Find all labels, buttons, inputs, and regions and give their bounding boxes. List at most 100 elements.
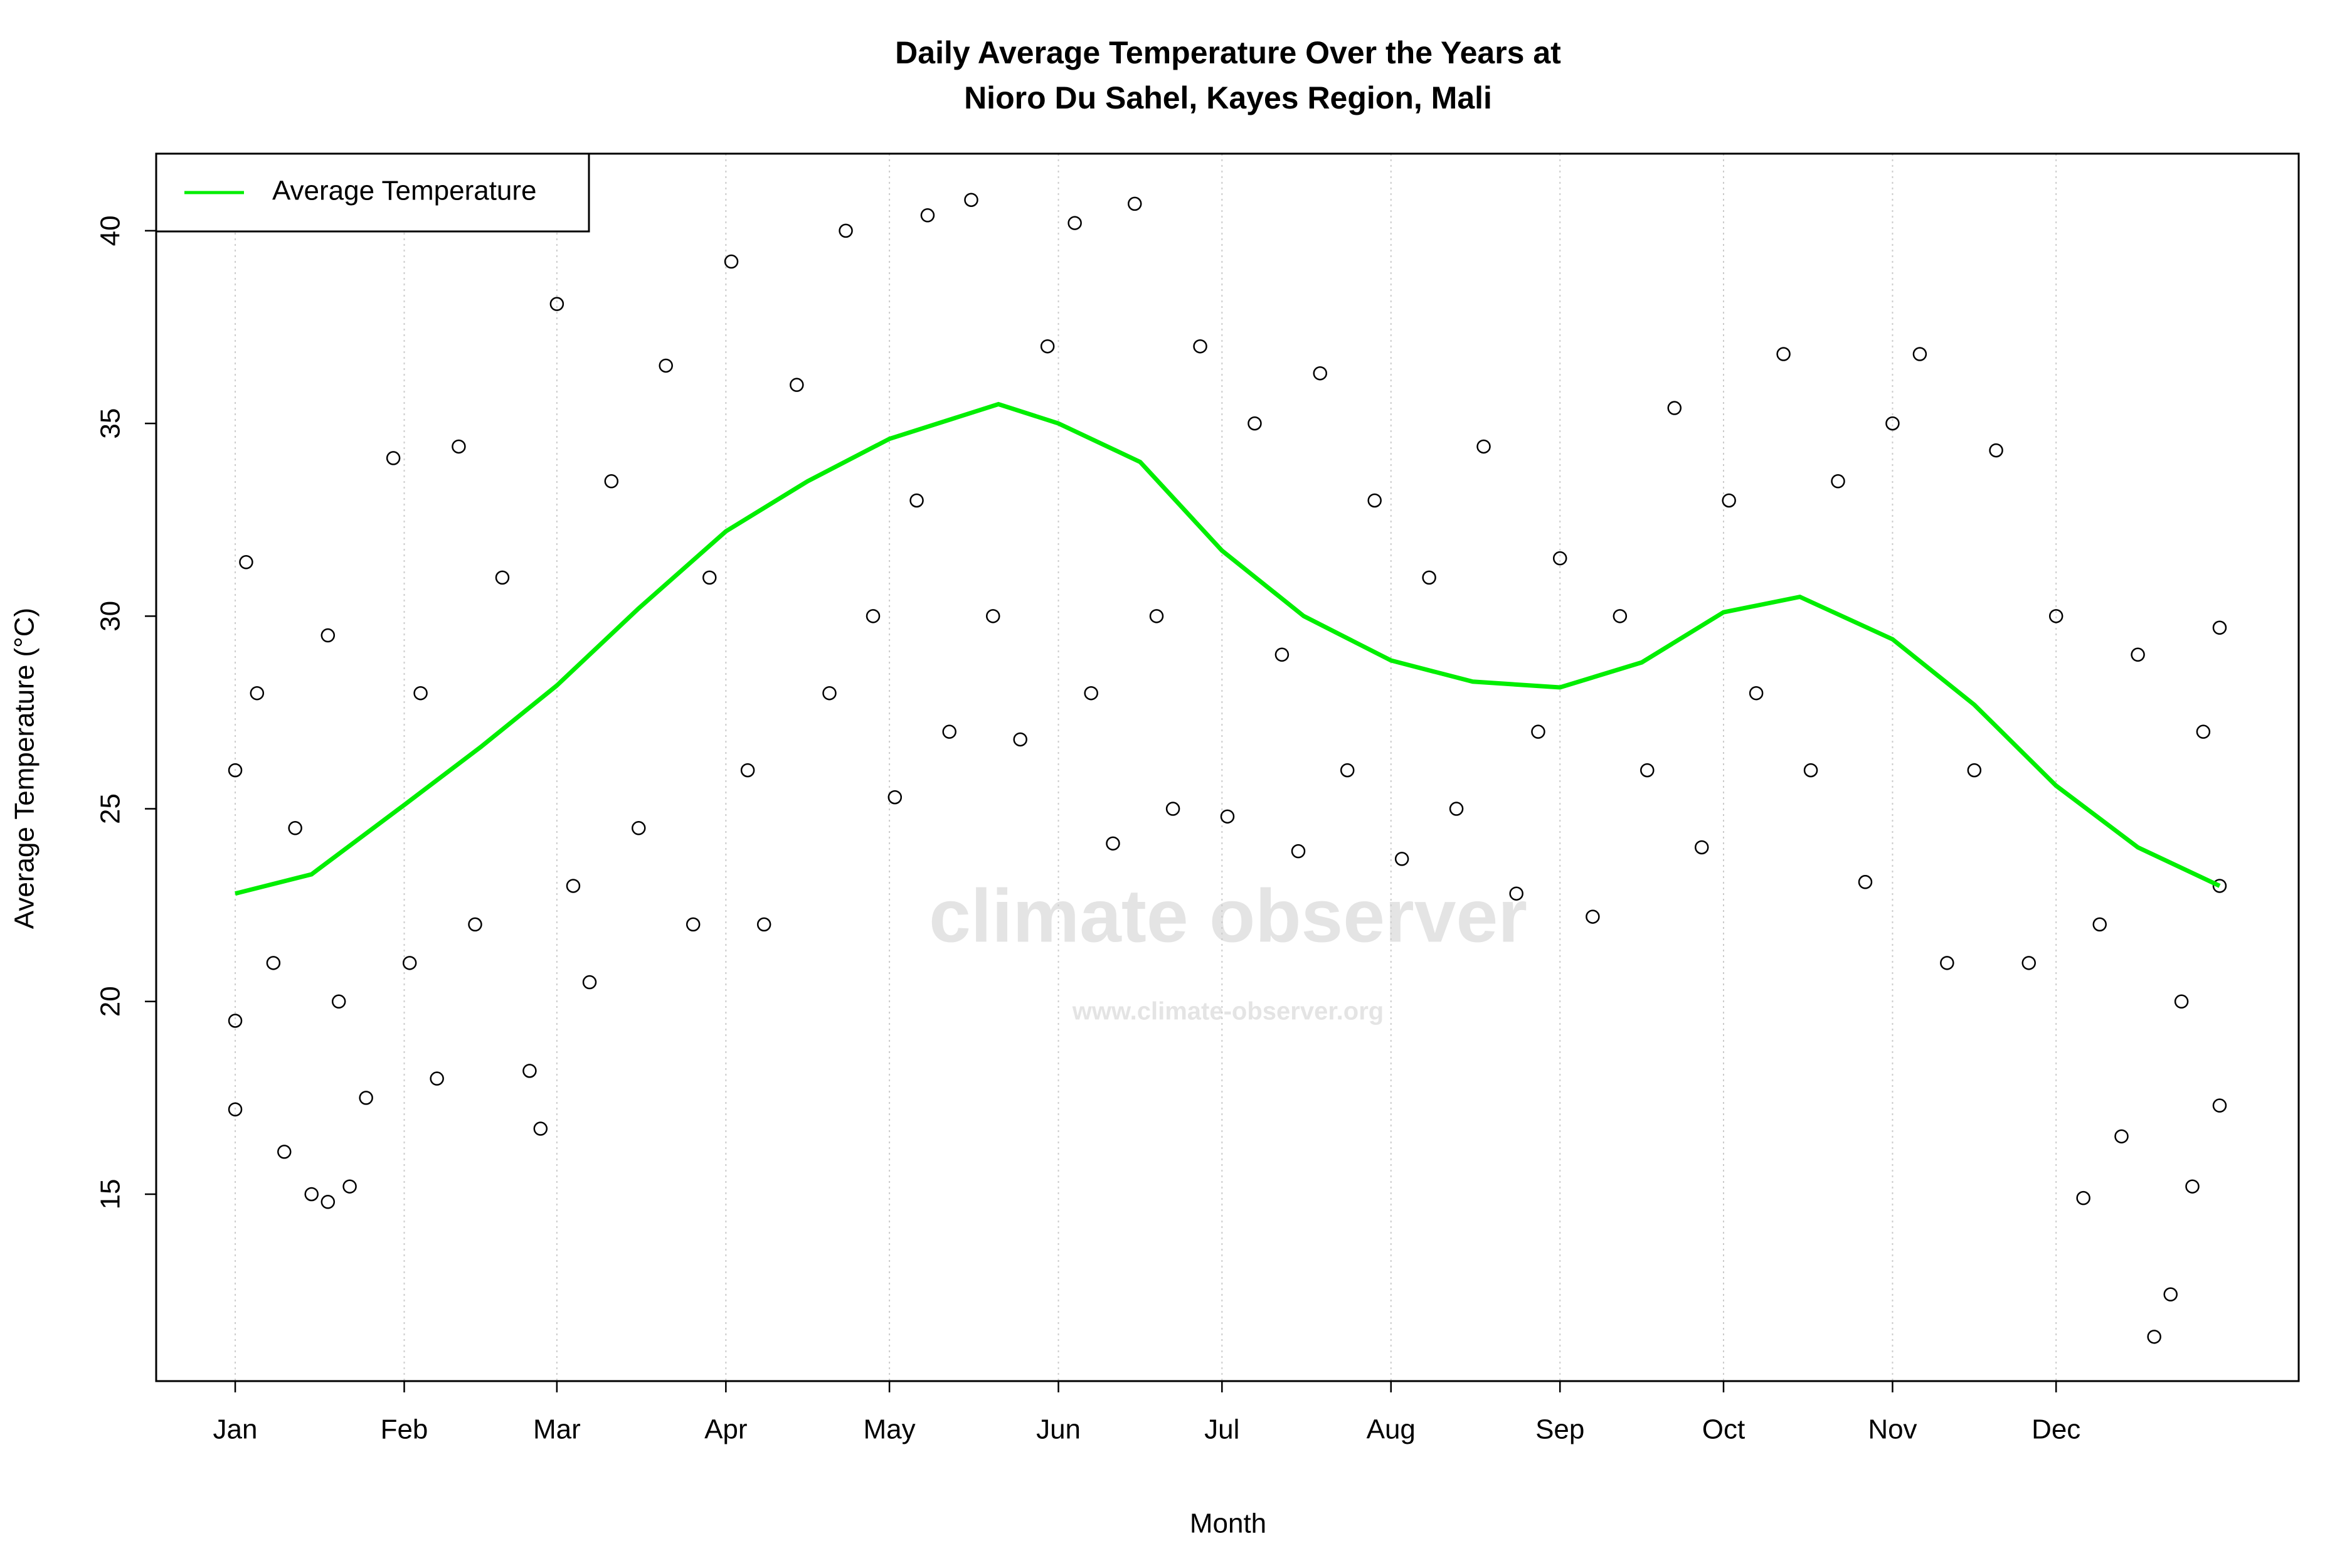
data-point	[1422, 570, 1436, 585]
data-point	[740, 763, 755, 778]
data-point	[533, 1121, 548, 1136]
data-point	[2212, 879, 2227, 893]
data-point	[1476, 439, 1491, 454]
data-point	[1885, 416, 1900, 431]
x-tick-label: Jan	[213, 1414, 258, 1445]
y-tick-label: 35	[95, 408, 126, 439]
data-point	[1531, 724, 1545, 739]
data-point	[2196, 724, 2211, 739]
data-point	[964, 193, 978, 207]
data-point	[549, 297, 564, 311]
data-point	[702, 570, 717, 585]
data-point	[386, 451, 401, 465]
data-point	[1858, 875, 1873, 889]
data-point	[2163, 1287, 2178, 1302]
data-point	[942, 724, 956, 739]
data-point	[228, 1014, 243, 1028]
x-tick-label: Aug	[1367, 1414, 1416, 1445]
data-point	[1940, 956, 1954, 970]
data-point	[1667, 401, 1682, 415]
data-point	[887, 790, 903, 805]
data-point	[2131, 647, 2145, 662]
data-point	[2185, 1179, 2200, 1194]
x-tick-label: Sep	[1535, 1414, 1584, 1445]
data-point	[452, 439, 466, 454]
data-point	[1449, 802, 1464, 816]
data-point	[1989, 443, 2003, 458]
x-tick-label: Apr	[704, 1414, 747, 1445]
data-point	[1127, 196, 1142, 211]
data-point	[1084, 686, 1098, 701]
data-point	[1967, 763, 1982, 778]
chart-title: Nioro Du Sahel, Kayes Region, Mali	[964, 80, 1492, 115]
data-point	[822, 686, 837, 701]
y-tick-label: 25	[95, 793, 126, 824]
data-point	[1340, 763, 1355, 778]
data-point	[342, 1179, 357, 1194]
data-point	[839, 223, 853, 238]
trend-line	[235, 401, 2221, 896]
data-point	[413, 686, 428, 701]
data-point	[582, 975, 597, 990]
data-point	[250, 686, 265, 701]
data-point	[866, 609, 881, 623]
data-point	[1220, 809, 1235, 824]
data-point	[239, 555, 253, 569]
data-point	[1912, 347, 1927, 361]
data-point	[909, 493, 924, 508]
data-point	[2212, 620, 2227, 635]
data-point	[1586, 909, 1600, 924]
data-point	[1165, 802, 1180, 816]
data-point	[2021, 956, 2036, 970]
data-point	[1613, 609, 1628, 623]
x-tick-label: Mar	[533, 1414, 581, 1445]
y-tick-label: 15	[95, 1179, 126, 1210]
data-point	[359, 1091, 373, 1105]
data-point	[756, 917, 771, 932]
data-point	[1291, 844, 1306, 859]
data-point	[1509, 886, 1523, 901]
data-point	[2174, 994, 2189, 1009]
data-point	[1749, 686, 1764, 701]
data-point	[495, 570, 510, 585]
x-tick-label: May	[864, 1414, 916, 1445]
data-point	[1831, 474, 1845, 489]
x-tick-label: Dec	[2032, 1414, 2080, 1445]
data-point	[468, 917, 482, 932]
data-point	[320, 628, 336, 643]
plot-frame	[155, 152, 2300, 1382]
data-point	[331, 994, 346, 1009]
data-point	[304, 1187, 319, 1202]
data-point	[1803, 763, 1818, 778]
data-point	[1367, 493, 1382, 508]
data-point	[686, 917, 701, 932]
data-point	[2147, 1330, 2161, 1344]
data-point	[228, 1102, 243, 1117]
y-axis-label: Average Temperature (°C)	[9, 608, 40, 929]
x-tick-label: Oct	[1702, 1414, 1745, 1445]
data-point	[920, 208, 935, 223]
data-point	[266, 956, 281, 970]
data-point	[659, 358, 673, 373]
x-tick-label: Feb	[381, 1414, 428, 1445]
data-point	[1274, 647, 1290, 662]
data-point	[277, 1145, 292, 1159]
data-point	[1394, 852, 1409, 866]
data-point	[566, 879, 581, 893]
legend-label: Average Temperature	[272, 176, 537, 206]
watermark: climate observer	[929, 874, 1527, 958]
data-point	[1013, 732, 1027, 747]
data-point	[985, 609, 1000, 623]
data-point	[632, 821, 646, 835]
y-tick-label: 20	[95, 986, 126, 1017]
data-point	[402, 956, 417, 970]
x-tick-label: Jun	[1036, 1414, 1081, 1445]
data-point	[1193, 339, 1207, 354]
data-point	[2076, 1190, 2090, 1205]
data-point	[1694, 840, 1709, 855]
data-point	[2212, 1098, 2227, 1113]
data-point	[2092, 917, 2107, 932]
data-point	[2048, 609, 2063, 623]
data-point	[1313, 366, 1328, 381]
